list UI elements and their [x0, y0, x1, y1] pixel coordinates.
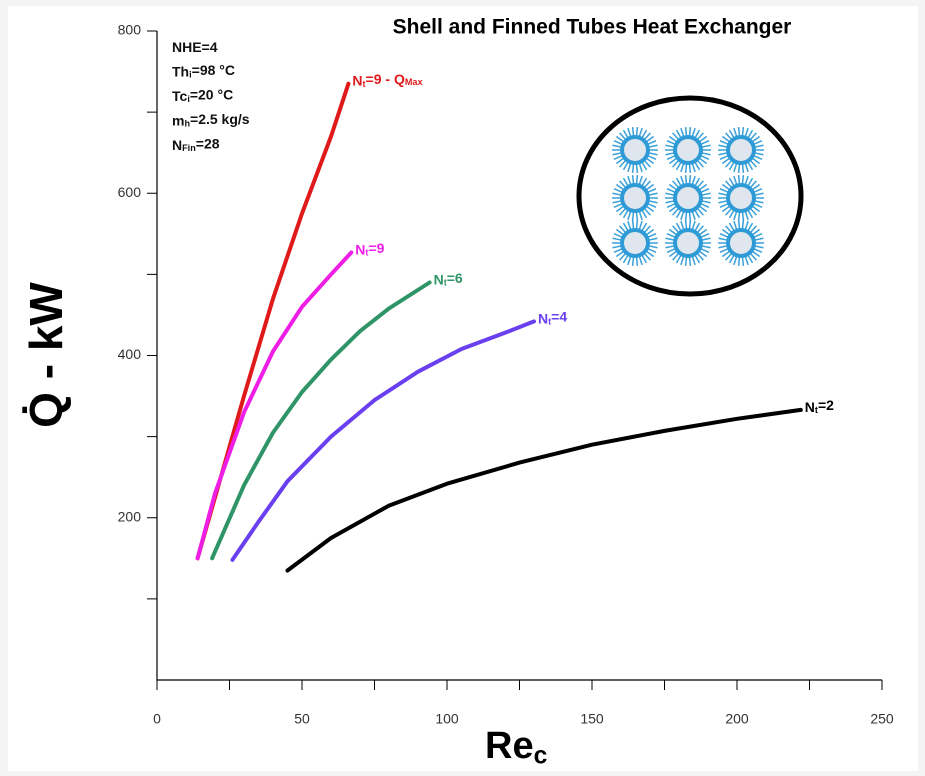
tube [620, 135, 650, 165]
inset-diagram [576, 95, 804, 297]
annotation: mh=2.5 kg/s [172, 110, 250, 129]
annotation: Tci=20 °C [172, 86, 233, 105]
subscript: t [548, 317, 551, 327]
series-label: Nt=9 [355, 239, 384, 258]
series-line [195, 250, 354, 561]
tube [620, 228, 650, 258]
text-part: =9 - Q [366, 71, 405, 87]
series-line [210, 280, 432, 561]
text-part: NHE=4 [172, 39, 218, 55]
y-tick-label: 400 [118, 346, 142, 362]
subscript: Fin [182, 144, 196, 154]
text-part: N [352, 72, 362, 88]
x-tick-label: 100 [435, 711, 459, 727]
tube [620, 183, 650, 213]
text-part: =4 [551, 308, 567, 324]
text-part: Re [485, 725, 534, 767]
text-part: =2 [818, 397, 834, 413]
x-tick-label: 150 [580, 711, 604, 727]
text-part: =2.5 kg/s [190, 110, 250, 126]
text-part: Tc [172, 88, 188, 104]
annotation: NHE=4 [172, 39, 218, 55]
subscript: t [363, 79, 366, 89]
subscript: c [534, 742, 548, 769]
x-tick-label: 250 [870, 711, 894, 727]
text-part: N [805, 399, 815, 415]
tube [726, 228, 756, 258]
text-part: =20 °C [190, 86, 233, 102]
y-axis-label: Q̇ - kW [20, 282, 72, 428]
text-part: N [172, 137, 182, 153]
text-part: =98 °C [192, 61, 235, 77]
subscript: i [187, 95, 190, 105]
tube [673, 228, 703, 258]
text-part: m [172, 112, 184, 128]
annotation: NFin=28 [172, 135, 220, 154]
subscript: t [444, 278, 447, 288]
chart-background [8, 6, 918, 771]
tube [726, 135, 756, 165]
x-tick-label: 0 [153, 711, 161, 727]
text-part: =6 [447, 269, 463, 285]
tube [726, 183, 756, 213]
subscript: h [184, 119, 190, 129]
series-label: Nt=4 [538, 308, 567, 327]
subscript: t [365, 248, 368, 258]
series-label: Nt=9 - QMax [352, 71, 422, 90]
chart-title: Shell and Finned Tubes Heat Exchanger [393, 16, 792, 39]
y-tick-label: 600 [118, 184, 142, 200]
series-line [285, 407, 803, 573]
series-line [230, 319, 536, 562]
subscript: t [815, 405, 818, 415]
tube [673, 135, 703, 165]
text-part: =9 [368, 239, 384, 255]
text-part: =28 [196, 135, 220, 151]
series-label: Nt=6 [434, 269, 463, 288]
x-axis-label: Rec [485, 725, 547, 769]
y-tick-label: 200 [118, 508, 142, 524]
text-part: Th [172, 63, 189, 79]
text-part: N [538, 310, 548, 326]
annotation: Thi=98 °C [172, 61, 235, 80]
tube [673, 183, 703, 213]
text-part: N [355, 241, 365, 257]
x-tick-label: 50 [294, 711, 310, 727]
subscript: Max [405, 78, 423, 88]
text-part: N [434, 271, 444, 287]
series-label: Nt=2 [805, 397, 834, 416]
subscript: i [189, 70, 192, 80]
x-tick-label: 200 [725, 711, 749, 727]
y-tick-label: 800 [118, 22, 142, 38]
